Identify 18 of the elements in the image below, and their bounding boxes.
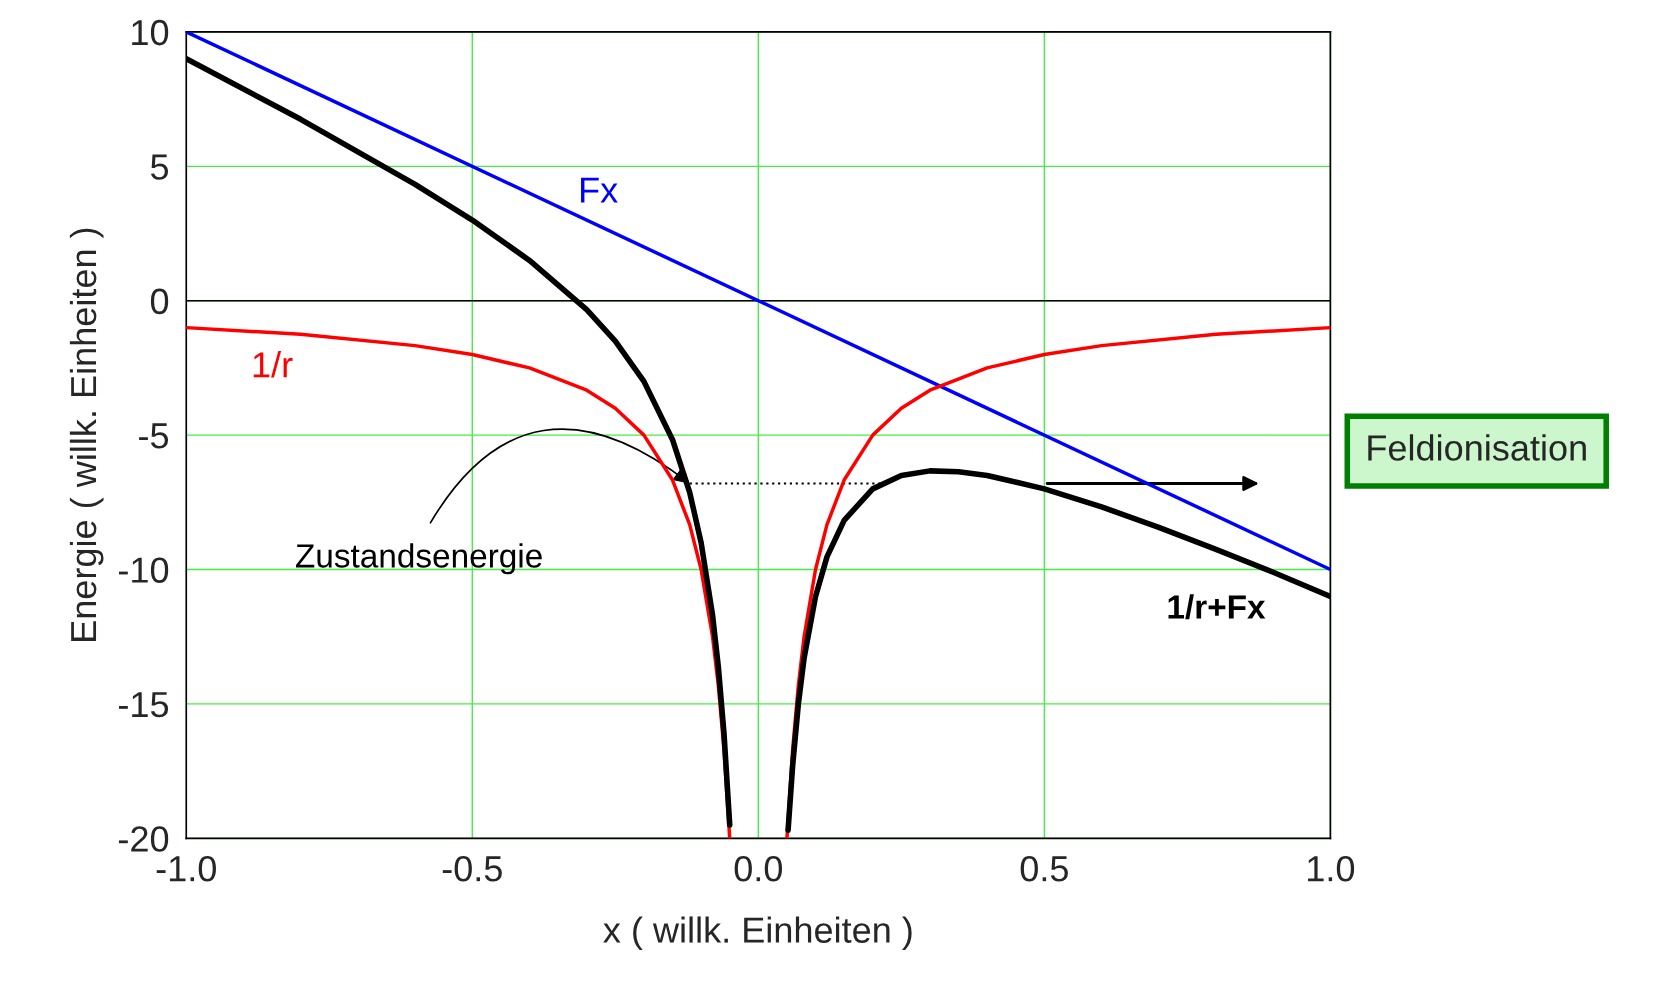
y-axis-title: Energie ( willk. Einheiten ) xyxy=(69,228,104,641)
y-tick-label: -10 xyxy=(119,557,169,583)
y-tick-label: 5 xyxy=(150,154,169,180)
text: Feldionisation xyxy=(1368,434,1586,461)
y-tick-label: -15 xyxy=(119,692,169,718)
y-tick-label: 0 xyxy=(150,288,169,315)
x-tick-label: -0.5 xyxy=(442,855,502,882)
x-tick-label: 0.5 xyxy=(1020,855,1068,882)
x-tick-label: 0.0 xyxy=(734,855,783,882)
series-label: 1/r+Fx xyxy=(1168,594,1266,620)
series-label: 1/r xyxy=(253,351,293,378)
y-tick-label: 10 xyxy=(132,19,169,46)
x-axis-title: x ( willk. Einheiten ) xyxy=(603,916,912,951)
series-label: Fx xyxy=(581,177,618,203)
y-tick-label: -20 xyxy=(119,826,169,852)
x-tick-label: -1.0 xyxy=(156,855,216,882)
y-tick-label: -5 xyxy=(139,423,169,449)
x-tick-label: 1.0 xyxy=(1308,855,1355,882)
